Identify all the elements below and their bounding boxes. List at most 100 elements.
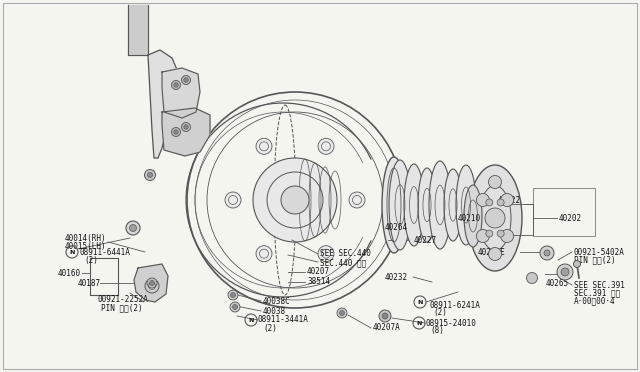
Circle shape <box>337 308 347 318</box>
Circle shape <box>281 186 309 214</box>
Circle shape <box>527 273 538 283</box>
Text: N: N <box>69 250 75 255</box>
Circle shape <box>557 264 573 280</box>
Circle shape <box>349 192 365 208</box>
Text: 40187: 40187 <box>78 279 101 288</box>
Circle shape <box>145 279 159 293</box>
Ellipse shape <box>389 160 411 250</box>
Text: A·00＊00·4: A·00＊00·4 <box>574 296 616 305</box>
Circle shape <box>476 193 490 206</box>
Text: N: N <box>417 300 422 305</box>
Ellipse shape <box>468 165 522 271</box>
Ellipse shape <box>444 169 462 241</box>
Circle shape <box>184 125 188 129</box>
Text: (2): (2) <box>84 256 98 264</box>
Text: 38514: 38514 <box>307 278 330 286</box>
Circle shape <box>486 199 493 206</box>
Circle shape <box>561 268 569 276</box>
Text: 40264: 40264 <box>385 222 408 231</box>
Text: 40202: 40202 <box>559 214 582 222</box>
Circle shape <box>225 192 241 208</box>
Circle shape <box>232 305 237 310</box>
Circle shape <box>497 230 504 237</box>
Circle shape <box>339 311 344 315</box>
Circle shape <box>230 292 236 298</box>
Text: 40038: 40038 <box>263 307 286 315</box>
Text: (2): (2) <box>263 324 277 333</box>
Circle shape <box>488 176 502 189</box>
Circle shape <box>253 158 337 242</box>
Polygon shape <box>148 50 178 158</box>
Text: 40265: 40265 <box>546 279 569 288</box>
Circle shape <box>228 290 238 300</box>
Ellipse shape <box>429 161 451 249</box>
Text: (2): (2) <box>433 308 447 317</box>
Ellipse shape <box>464 185 482 247</box>
Circle shape <box>497 199 504 206</box>
Circle shape <box>476 230 490 243</box>
Text: 40232: 40232 <box>385 273 408 282</box>
Circle shape <box>488 247 502 260</box>
Text: (8): (8) <box>430 327 444 336</box>
Text: PIN ピン(2): PIN ピン(2) <box>101 304 143 312</box>
Circle shape <box>540 246 554 260</box>
Text: 40227: 40227 <box>414 235 437 244</box>
Circle shape <box>379 310 391 322</box>
Circle shape <box>150 280 154 285</box>
Circle shape <box>256 138 272 154</box>
Ellipse shape <box>404 164 424 246</box>
Circle shape <box>129 224 136 231</box>
Ellipse shape <box>456 165 476 245</box>
Text: 40265E: 40265E <box>477 247 505 257</box>
Circle shape <box>500 193 514 206</box>
Polygon shape <box>162 108 210 156</box>
Text: N: N <box>416 321 422 326</box>
Circle shape <box>230 302 240 312</box>
Circle shape <box>182 76 191 84</box>
Text: 40207: 40207 <box>307 267 330 276</box>
Text: SEE SEC.391: SEE SEC.391 <box>574 280 625 289</box>
Text: 08911-3441A: 08911-3441A <box>258 315 309 324</box>
Text: 08915-24010: 08915-24010 <box>426 318 477 327</box>
Text: 40207A: 40207A <box>373 324 401 333</box>
Circle shape <box>172 128 180 137</box>
Circle shape <box>182 122 191 131</box>
Circle shape <box>147 278 157 288</box>
Circle shape <box>174 130 178 134</box>
Text: SEE SEC.440: SEE SEC.440 <box>320 250 371 259</box>
Circle shape <box>485 208 505 228</box>
Text: SEC.440 参照: SEC.440 参照 <box>320 259 366 267</box>
Circle shape <box>184 78 188 82</box>
Text: 08911-6241A: 08911-6241A <box>429 301 480 310</box>
Circle shape <box>147 173 152 177</box>
Text: 40014(RH): 40014(RH) <box>65 234 107 243</box>
Text: 40038C: 40038C <box>263 296 291 305</box>
Text: 08911-6441A: 08911-6441A <box>79 247 130 257</box>
Circle shape <box>318 138 334 154</box>
Text: SEC.391 参照: SEC.391 参照 <box>574 289 620 298</box>
Circle shape <box>256 246 272 262</box>
Text: N: N <box>248 318 253 323</box>
Circle shape <box>318 246 334 262</box>
Polygon shape <box>134 264 168 302</box>
Ellipse shape <box>382 157 406 253</box>
Text: 40160: 40160 <box>58 269 81 278</box>
Circle shape <box>573 260 580 267</box>
Circle shape <box>382 313 388 319</box>
Text: 40015(LH): 40015(LH) <box>65 241 107 250</box>
Polygon shape <box>162 68 200 118</box>
Circle shape <box>126 221 140 235</box>
Text: 00921-2252A: 00921-2252A <box>97 295 148 305</box>
Circle shape <box>145 170 156 180</box>
Circle shape <box>544 250 550 256</box>
Circle shape <box>486 230 493 237</box>
Text: 00921-5402A: 00921-5402A <box>574 247 625 257</box>
Circle shape <box>500 230 514 243</box>
Bar <box>533 188 595 236</box>
Text: 40210: 40210 <box>458 214 481 222</box>
Text: 40222: 40222 <box>498 196 521 205</box>
Circle shape <box>172 80 180 90</box>
Circle shape <box>174 83 178 87</box>
Text: PIN ピン(2): PIN ピン(2) <box>574 256 616 264</box>
Ellipse shape <box>418 168 436 242</box>
